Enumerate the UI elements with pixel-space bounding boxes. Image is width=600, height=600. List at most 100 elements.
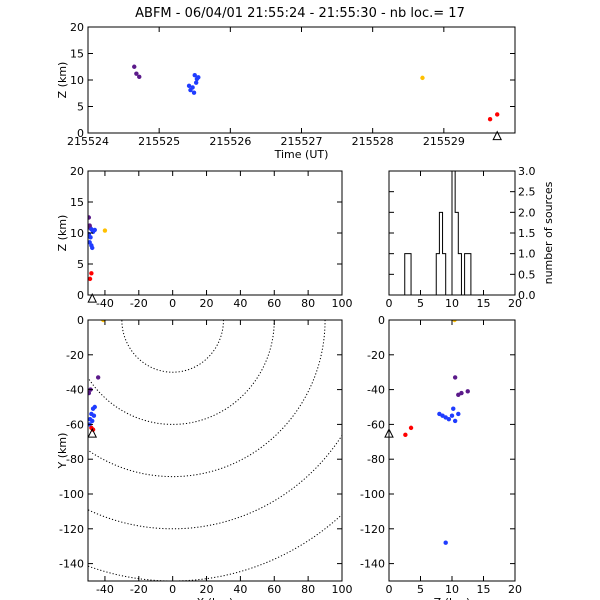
y-axis-title: Z (km) [56, 62, 69, 99]
y-tick-label: -80 [367, 453, 385, 466]
y-tick-label: 0 [378, 314, 385, 327]
x-tick-label: 20 [508, 583, 522, 596]
data-point-red [408, 425, 414, 431]
data-point-blue [90, 245, 95, 251]
data-point-blue [88, 235, 93, 240]
data-point-purple [88, 390, 92, 396]
data-point-blue [192, 73, 197, 78]
y-tick-label: 0 [77, 289, 84, 302]
x-tick-label: 100 [332, 297, 353, 310]
station-marker [87, 427, 98, 438]
x-tick-label: 60 [267, 583, 281, 596]
y-tick-label: 1.5 [518, 227, 536, 240]
x-tick-label: 215526 [209, 135, 251, 148]
x-tick-label: 10 [445, 297, 459, 310]
plot-frame [388, 319, 516, 582]
y-tick-label: 5 [77, 101, 84, 114]
x-tick-label: -40 [96, 583, 114, 596]
x-tick-label: 20 [200, 297, 214, 310]
panel-z-y: 0 5 10 15 20 0 -20 -40 -60 -80 -100 -120 -140 Z (km) [360, 314, 522, 600]
x-tick-label: 80 [301, 583, 315, 596]
panel-histogram: 0 5 10 15 200.0 0.5 1.0 1.5 2.0 2.5 3.0 number of s… [386, 165, 556, 310]
x-tick-label: 15 [477, 297, 491, 310]
data-point-blue [186, 83, 192, 89]
data-point-blue [449, 413, 455, 418]
data-point-purple [456, 392, 461, 398]
y-tick-label: 15 [70, 196, 84, 209]
data-point-blue [92, 404, 97, 410]
data-point-blue [193, 80, 199, 85]
data-point-purple [452, 375, 458, 380]
data-point-purple [137, 74, 142, 80]
y-tick-label: 0 [77, 314, 84, 327]
y-tick-label: 5 [77, 258, 84, 271]
x-tick-label: 40 [233, 583, 247, 596]
y-tick-label: -140 [59, 558, 84, 571]
x-tick-label: 5 [417, 583, 424, 596]
x-tick-label: 80 [301, 297, 315, 310]
y-tick-label: -120 [59, 523, 84, 536]
y-tick-label: 2.0 [518, 206, 536, 219]
y-tick-label: -100 [360, 488, 385, 501]
plot-frame [87, 319, 343, 582]
y-tick-label: -80 [66, 453, 84, 466]
data-point-red [89, 271, 94, 276]
x-tick-label: 215529 [423, 135, 465, 148]
y-tick-label: 0 [77, 127, 84, 140]
data-point-orange [452, 320, 457, 323]
y-tick-label: -20 [367, 349, 385, 362]
panel-x-z: -40 -20 0 20 40 60 80 100 0 5 10 15 20 Z (km) [56, 165, 353, 310]
data-point-blue [92, 227, 97, 233]
y-tick-label: -140 [360, 558, 385, 571]
figure-title: ABFM - 06/04/01 21:55:24 - 21:55:30 - nb… [135, 6, 465, 21]
x-tick-label: 20 [200, 583, 214, 596]
y-tick-label: 3.0 [518, 165, 536, 178]
y-axis-title: number of sources [542, 181, 555, 284]
data-point-blue [191, 90, 197, 95]
data-point-purple [465, 389, 470, 394]
data-point-red [88, 276, 93, 282]
x-tick-label: 100 [332, 583, 353, 596]
data-point-red [403, 432, 408, 438]
data-point-blue [446, 416, 452, 422]
y-tick-label: 20 [70, 21, 84, 34]
y-tick-label: -120 [360, 523, 385, 536]
data-point-orange [420, 75, 425, 81]
x-tick-label: 0 [386, 583, 393, 596]
data-point-blue [452, 418, 458, 424]
data-point-blue [443, 540, 448, 545]
points-group [88, 215, 108, 282]
plot-frame [87, 26, 516, 134]
y-tick-label: 2.5 [518, 186, 536, 199]
y-tick-label: 20 [70, 165, 84, 178]
plots-group: 215524 215525 215526 215527 215528 215529 0 5 10… [56, 21, 556, 600]
range-ring [121, 320, 224, 373]
y-axis-title: Y (km) [56, 433, 69, 470]
x-tick-label: 215527 [281, 135, 323, 148]
data-point-purple [134, 71, 139, 76]
y-tick-label: 1.0 [518, 248, 536, 261]
y-tick-label: -20 [66, 349, 84, 362]
x-tick-label: 215528 [352, 135, 394, 148]
data-point-blue [188, 87, 193, 93]
x-tick-label: 60 [267, 297, 281, 310]
data-point-blue [196, 75, 201, 80]
data-point-purple [132, 64, 137, 69]
x-tick-label: 5 [417, 297, 424, 310]
y-tick-label: 10 [70, 74, 84, 87]
range-ring [88, 434, 342, 530]
x-tick-label: 0 [169, 583, 176, 596]
x-tick-label: 0 [169, 297, 176, 310]
y-tick-label: -60 [367, 418, 385, 431]
x-tick-label: 0 [386, 297, 393, 310]
x-tick-label: 215525 [138, 135, 180, 148]
panel-x-y: -40 -20 0 20 40 60 80 100 0 -20 -40 -60 -80 -100 -120 -… [56, 314, 353, 600]
data-point-orange [102, 228, 108, 233]
panel-time-z: 215524 215525 215526 215527 215528 215529 0 5 10… [56, 21, 516, 161]
station-marker [492, 130, 503, 141]
data-point-orange [101, 320, 106, 323]
y-tick-label: 10 [70, 227, 84, 240]
plot-frame [87, 170, 343, 296]
data-point-blue [456, 411, 461, 417]
